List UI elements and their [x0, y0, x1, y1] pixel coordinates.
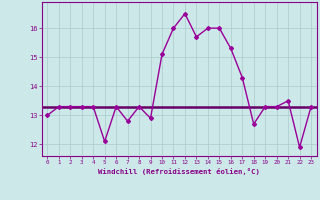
X-axis label: Windchill (Refroidissement éolien,°C): Windchill (Refroidissement éolien,°C) — [98, 168, 260, 175]
